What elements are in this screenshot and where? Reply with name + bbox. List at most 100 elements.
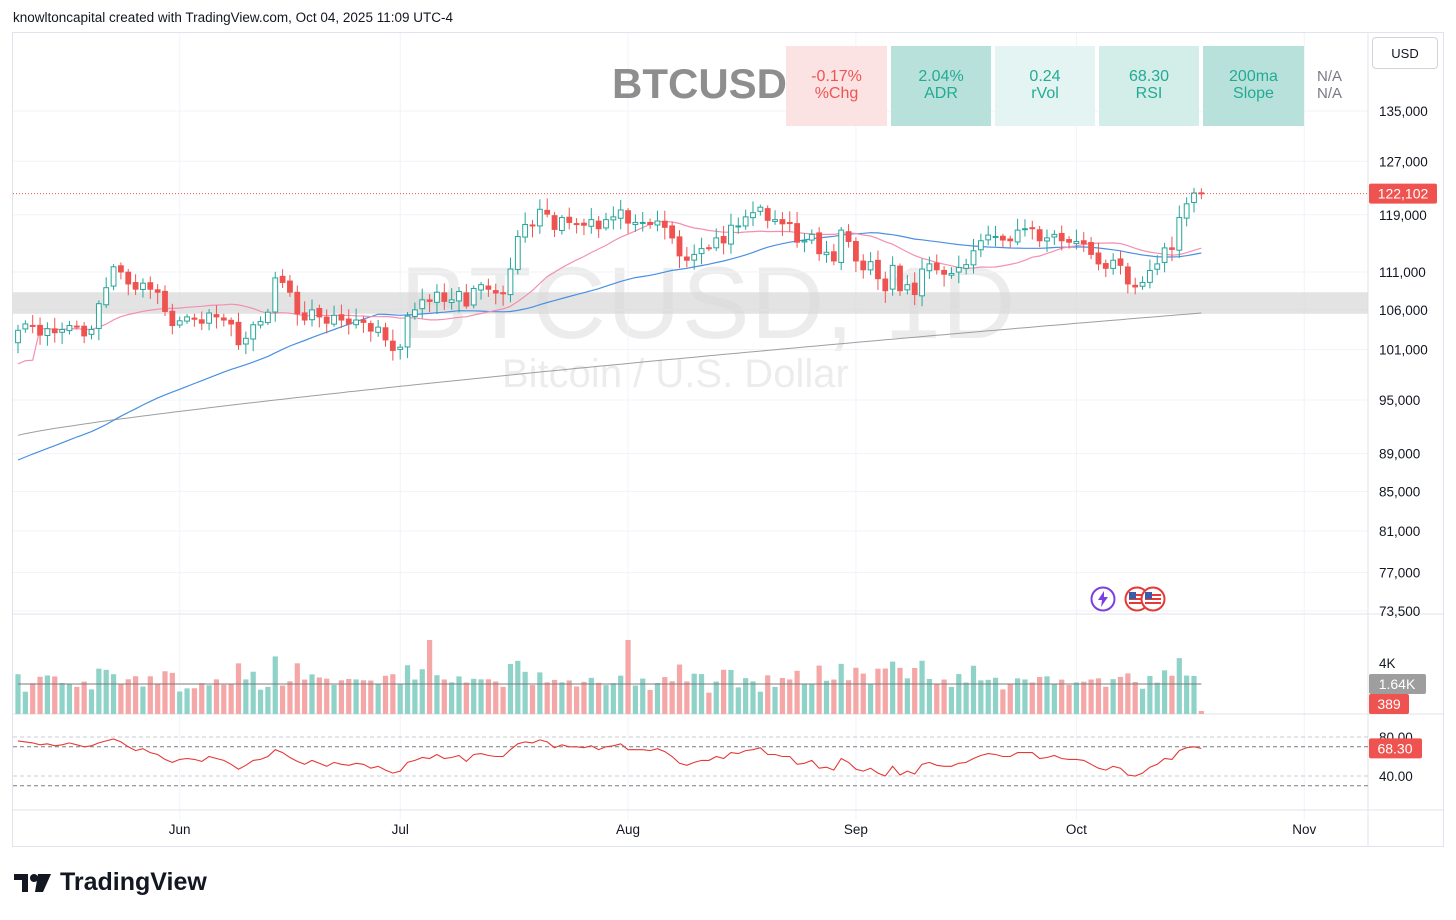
volume-bar bbox=[382, 675, 389, 714]
candle bbox=[434, 284, 440, 315]
volume-bar bbox=[206, 685, 212, 714]
candle-body bbox=[654, 220, 661, 226]
candle-body bbox=[1117, 258, 1124, 266]
candle-body bbox=[676, 236, 683, 257]
candle bbox=[948, 267, 955, 279]
candle-body bbox=[977, 240, 984, 251]
candle-body bbox=[88, 329, 95, 335]
volume-bar bbox=[30, 683, 36, 714]
candle bbox=[59, 322, 66, 344]
volume-bar bbox=[831, 679, 837, 714]
attribution-text: knowltoncapital created with TradingView… bbox=[13, 10, 453, 25]
candle bbox=[1000, 233, 1006, 248]
volume-bar bbox=[309, 674, 315, 714]
candle bbox=[456, 286, 462, 313]
price-tick-label: 89,000 bbox=[1379, 447, 1420, 462]
candle bbox=[1051, 230, 1058, 246]
volume-ma-label: 1.64K bbox=[1379, 676, 1416, 692]
volume-bar bbox=[1132, 682, 1138, 714]
volume-bar bbox=[1162, 670, 1168, 714]
candle bbox=[242, 331, 249, 355]
candle bbox=[426, 294, 433, 313]
candle-body bbox=[22, 323, 29, 330]
volume-bar bbox=[485, 679, 491, 714]
lightning-event-icon[interactable] bbox=[1090, 586, 1116, 612]
volume-bar bbox=[250, 671, 256, 714]
volume-bar bbox=[1095, 678, 1102, 714]
volume-bar bbox=[1059, 679, 1065, 714]
candle bbox=[419, 288, 426, 319]
volume-bar bbox=[199, 683, 205, 714]
volume-bar bbox=[390, 674, 396, 714]
candle-body bbox=[610, 216, 617, 221]
candle-body bbox=[632, 221, 639, 225]
currency-button[interactable]: USD bbox=[1372, 37, 1438, 69]
candle bbox=[37, 317, 43, 345]
event-icons[interactable] bbox=[1090, 586, 1166, 612]
candle bbox=[463, 284, 470, 309]
time-axis-label: Jul bbox=[392, 822, 409, 837]
candle-body bbox=[1058, 232, 1065, 242]
price-tick-label: 111,000 bbox=[1379, 265, 1426, 280]
volume-bar bbox=[360, 680, 367, 714]
adr-label: ADR bbox=[924, 85, 958, 102]
candle-body bbox=[1139, 281, 1146, 287]
candle bbox=[801, 233, 808, 253]
volume-bar bbox=[1147, 676, 1153, 714]
volume-bar bbox=[1139, 688, 1146, 714]
volume-bar bbox=[1191, 676, 1197, 714]
candle-body bbox=[816, 232, 823, 255]
last-price-tag bbox=[1369, 183, 1437, 204]
volume-bar bbox=[331, 684, 337, 714]
candle-body bbox=[625, 210, 631, 224]
volume-bar bbox=[287, 681, 293, 714]
volume-bar bbox=[529, 685, 536, 714]
us-flag-event-icon[interactable] bbox=[1140, 586, 1166, 612]
candle-body bbox=[353, 319, 360, 326]
volume-bar bbox=[581, 681, 587, 714]
candle bbox=[647, 218, 654, 229]
volume-bar bbox=[1066, 684, 1072, 714]
candle bbox=[375, 319, 382, 337]
candle-body bbox=[830, 251, 837, 262]
volume-bar bbox=[735, 687, 741, 714]
volume-bar bbox=[294, 663, 300, 714]
candle-body bbox=[573, 223, 580, 226]
candle-body bbox=[250, 324, 257, 340]
candle-body bbox=[1183, 203, 1190, 219]
volume-bar bbox=[456, 676, 462, 714]
candle-body bbox=[867, 261, 874, 271]
candle bbox=[132, 274, 139, 296]
candle bbox=[397, 343, 404, 360]
candle-body bbox=[691, 253, 698, 261]
ma-slope-value: 200ma bbox=[1229, 68, 1278, 85]
candle-body bbox=[919, 268, 925, 297]
volume-bar bbox=[574, 686, 580, 714]
candle-body bbox=[382, 327, 389, 341]
volume-bar bbox=[868, 683, 874, 714]
volume-bar bbox=[1154, 682, 1160, 714]
candle bbox=[889, 256, 896, 296]
candle bbox=[1058, 225, 1065, 251]
candle-body bbox=[1132, 284, 1139, 288]
tradingview-logo[interactable]: TradingView bbox=[14, 868, 207, 897]
candle bbox=[301, 301, 308, 326]
rsi-line bbox=[17, 738, 1202, 777]
volume-bar bbox=[125, 679, 131, 714]
volume-bar bbox=[52, 676, 58, 714]
candle bbox=[338, 304, 345, 329]
candle bbox=[1102, 259, 1109, 278]
volume-bar bbox=[59, 683, 65, 714]
candle bbox=[713, 228, 720, 252]
volume-bar bbox=[37, 676, 43, 714]
candle bbox=[1147, 259, 1153, 289]
candle-body bbox=[169, 310, 176, 327]
candle bbox=[845, 224, 852, 248]
candle-body bbox=[1036, 229, 1043, 242]
candle-body bbox=[955, 267, 962, 273]
candle-body bbox=[698, 248, 705, 255]
candle-body bbox=[1029, 227, 1036, 230]
candle-body bbox=[331, 314, 337, 325]
candle bbox=[816, 227, 823, 261]
